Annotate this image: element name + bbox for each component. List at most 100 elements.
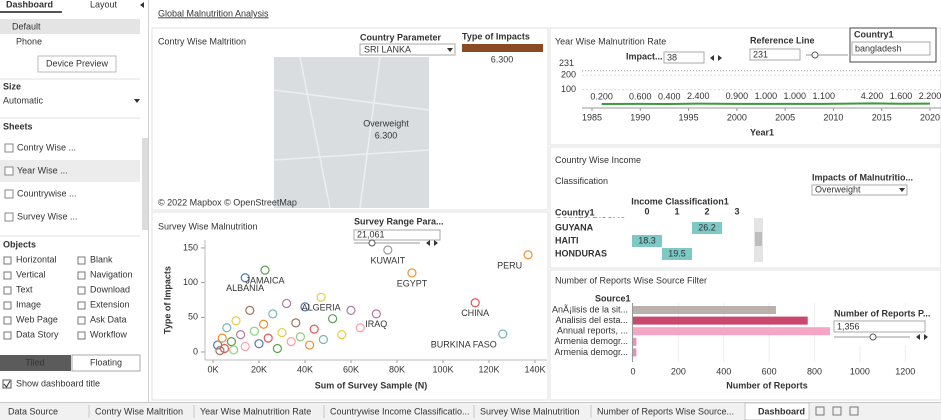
control-dropdown[interactable] — [359, 43, 456, 56]
object-item[interactable]: Ask Data — [90, 314, 127, 324]
object-item[interactable]: Horizontal — [16, 254, 57, 264]
control-input[interactable] — [851, 41, 931, 56]
scatter-point[interactable] — [215, 346, 225, 356]
scatter-point[interactable] — [260, 265, 270, 275]
sheet-tab[interactable]: Data Source — [8, 406, 58, 416]
scatter-point[interactable] — [222, 323, 232, 333]
scatter-point[interactable] — [371, 309, 381, 319]
sheet-tab[interactable]: Countrywise Income Classificatio... — [330, 406, 470, 416]
object-item[interactable]: Web Page — [16, 314, 58, 324]
control-value[interactable]: 231 — [753, 49, 768, 59]
scatter-point[interactable] — [291, 318, 301, 328]
scatter-point[interactable] — [263, 333, 273, 343]
step-left[interactable] — [710, 55, 714, 61]
step-right[interactable] — [924, 334, 928, 340]
scatter-point[interactable] — [316, 292, 326, 302]
floating-button[interactable] — [71, 354, 141, 372]
category-label[interactable]: Armenia demogr... — [554, 347, 628, 357]
scatter-point[interactable] — [268, 309, 278, 319]
scatter-point[interactable] — [523, 250, 533, 260]
sidebar-tab[interactable]: Layout — [90, 0, 118, 9]
control-value[interactable]: 38 — [667, 52, 677, 62]
scatter-point[interactable] — [282, 298, 292, 309]
control-dropdown[interactable] — [811, 184, 908, 196]
sheet-tab[interactable]: Contry Wise Maltrition — [95, 406, 183, 416]
device-option[interactable]: Phone — [16, 36, 42, 46]
bar[interactable] — [633, 327, 879, 336]
object-item[interactable]: Image — [16, 299, 41, 309]
scatter-point[interactable] — [309, 324, 319, 334]
scatter-point[interactable] — [300, 302, 310, 312]
step-left[interactable] — [916, 334, 920, 340]
scatter-point[interactable] — [272, 343, 282, 354]
device-preview-button[interactable] — [37, 55, 117, 73]
size-dropdown[interactable] — [134, 99, 140, 103]
object-item[interactable]: Text — [16, 284, 33, 294]
control-input[interactable] — [663, 51, 705, 64]
scatter-point[interactable] — [249, 326, 259, 336]
control-input[interactable] — [749, 48, 801, 61]
device-preview-label[interactable]: Device Preview — [46, 58, 109, 68]
scatter-point[interactable] — [286, 336, 296, 347]
control-value[interactable]: 21,061 — [357, 229, 385, 239]
sheet-item[interactable]: Contry Wise ... — [17, 142, 76, 152]
bar[interactable] — [633, 337, 637, 346]
tiled-label[interactable]: Tiled — [25, 357, 44, 367]
slider-thumb[interactable] — [368, 239, 376, 247]
slider-thumb[interactable] — [811, 51, 819, 59]
control-value[interactable]: 1,356 — [837, 321, 860, 331]
category-label[interactable]: AnÃ¡lisis de la sit... — [552, 304, 628, 314]
step-right[interactable] — [434, 240, 438, 246]
control-input[interactable] — [833, 320, 926, 333]
scatter-point[interactable] — [346, 305, 356, 315]
tab-icon[interactable] — [849, 406, 859, 416]
scatter-point[interactable] — [407, 268, 417, 278]
scatter-point[interactable] — [383, 245, 393, 255]
step-right[interactable] — [718, 55, 722, 61]
scatter-point[interactable] — [217, 333, 227, 343]
object-item[interactable]: Extension — [90, 299, 130, 309]
category-label[interactable]: Armenia demogr... — [554, 336, 628, 346]
scatter-point[interactable] — [254, 339, 264, 349]
category-label[interactable]: Analisis del esta... — [555, 315, 628, 325]
device-option[interactable]: Default — [12, 21, 41, 31]
scatter-point[interactable] — [328, 314, 338, 324]
floating-label[interactable]: Floating — [90, 357, 122, 367]
slider-thumb[interactable] — [869, 333, 877, 341]
scatter-point[interactable] — [219, 343, 230, 354]
sheet-item[interactable]: Survey Wise ... — [17, 211, 78, 221]
object-item[interactable]: Blank — [90, 254, 113, 264]
tab-icon[interactable] — [832, 406, 842, 416]
scatter-point[interactable] — [229, 345, 239, 355]
sheet-tab[interactable]: Dashboard — [758, 406, 805, 416]
scatter-point[interactable] — [245, 305, 255, 315]
scatter-point[interactable] — [498, 329, 508, 339]
scatter-point[interactable] — [236, 330, 246, 340]
sheet-tab[interactable]: Year Wise Malnutrition Rate — [200, 406, 311, 416]
bar[interactable] — [633, 348, 637, 357]
bar[interactable] — [633, 316, 808, 325]
tab-icon[interactable] — [815, 406, 825, 416]
scatter-point[interactable] — [226, 336, 236, 347]
scatter-point[interactable] — [470, 298, 480, 308]
object-item[interactable]: Data Story — [16, 329, 59, 339]
object-item[interactable]: Download — [90, 284, 130, 294]
size-value[interactable]: Automatic — [3, 95, 44, 105]
control-input[interactable] — [353, 229, 441, 241]
sidebar-tab[interactable]: Dashboard — [6, 0, 53, 9]
bar[interactable] — [633, 306, 776, 314]
dropdown-arrow[interactable] — [447, 48, 453, 52]
sheet-item[interactable]: Year Wise ... — [17, 165, 68, 175]
tiled-button[interactable] — [0, 355, 71, 371]
step-left[interactable] — [426, 240, 430, 246]
dropdown-arrow[interactable] — [899, 188, 905, 192]
sheet-tab[interactable]: Number of Reports Wise Source... — [597, 406, 734, 416]
control-value[interactable]: SRI LANKA — [364, 44, 411, 54]
collapse-arrow[interactable] — [140, 2, 144, 8]
category-label[interactable]: Annual reports, ... — [557, 326, 628, 336]
show-title-checkbox[interactable] — [2, 379, 12, 389]
scatter-point[interactable] — [318, 334, 328, 345]
table-scroll-thumb[interactable] — [755, 232, 762, 246]
scatter-point[interactable] — [240, 341, 250, 352]
scatter-point[interactable] — [240, 273, 250, 283]
